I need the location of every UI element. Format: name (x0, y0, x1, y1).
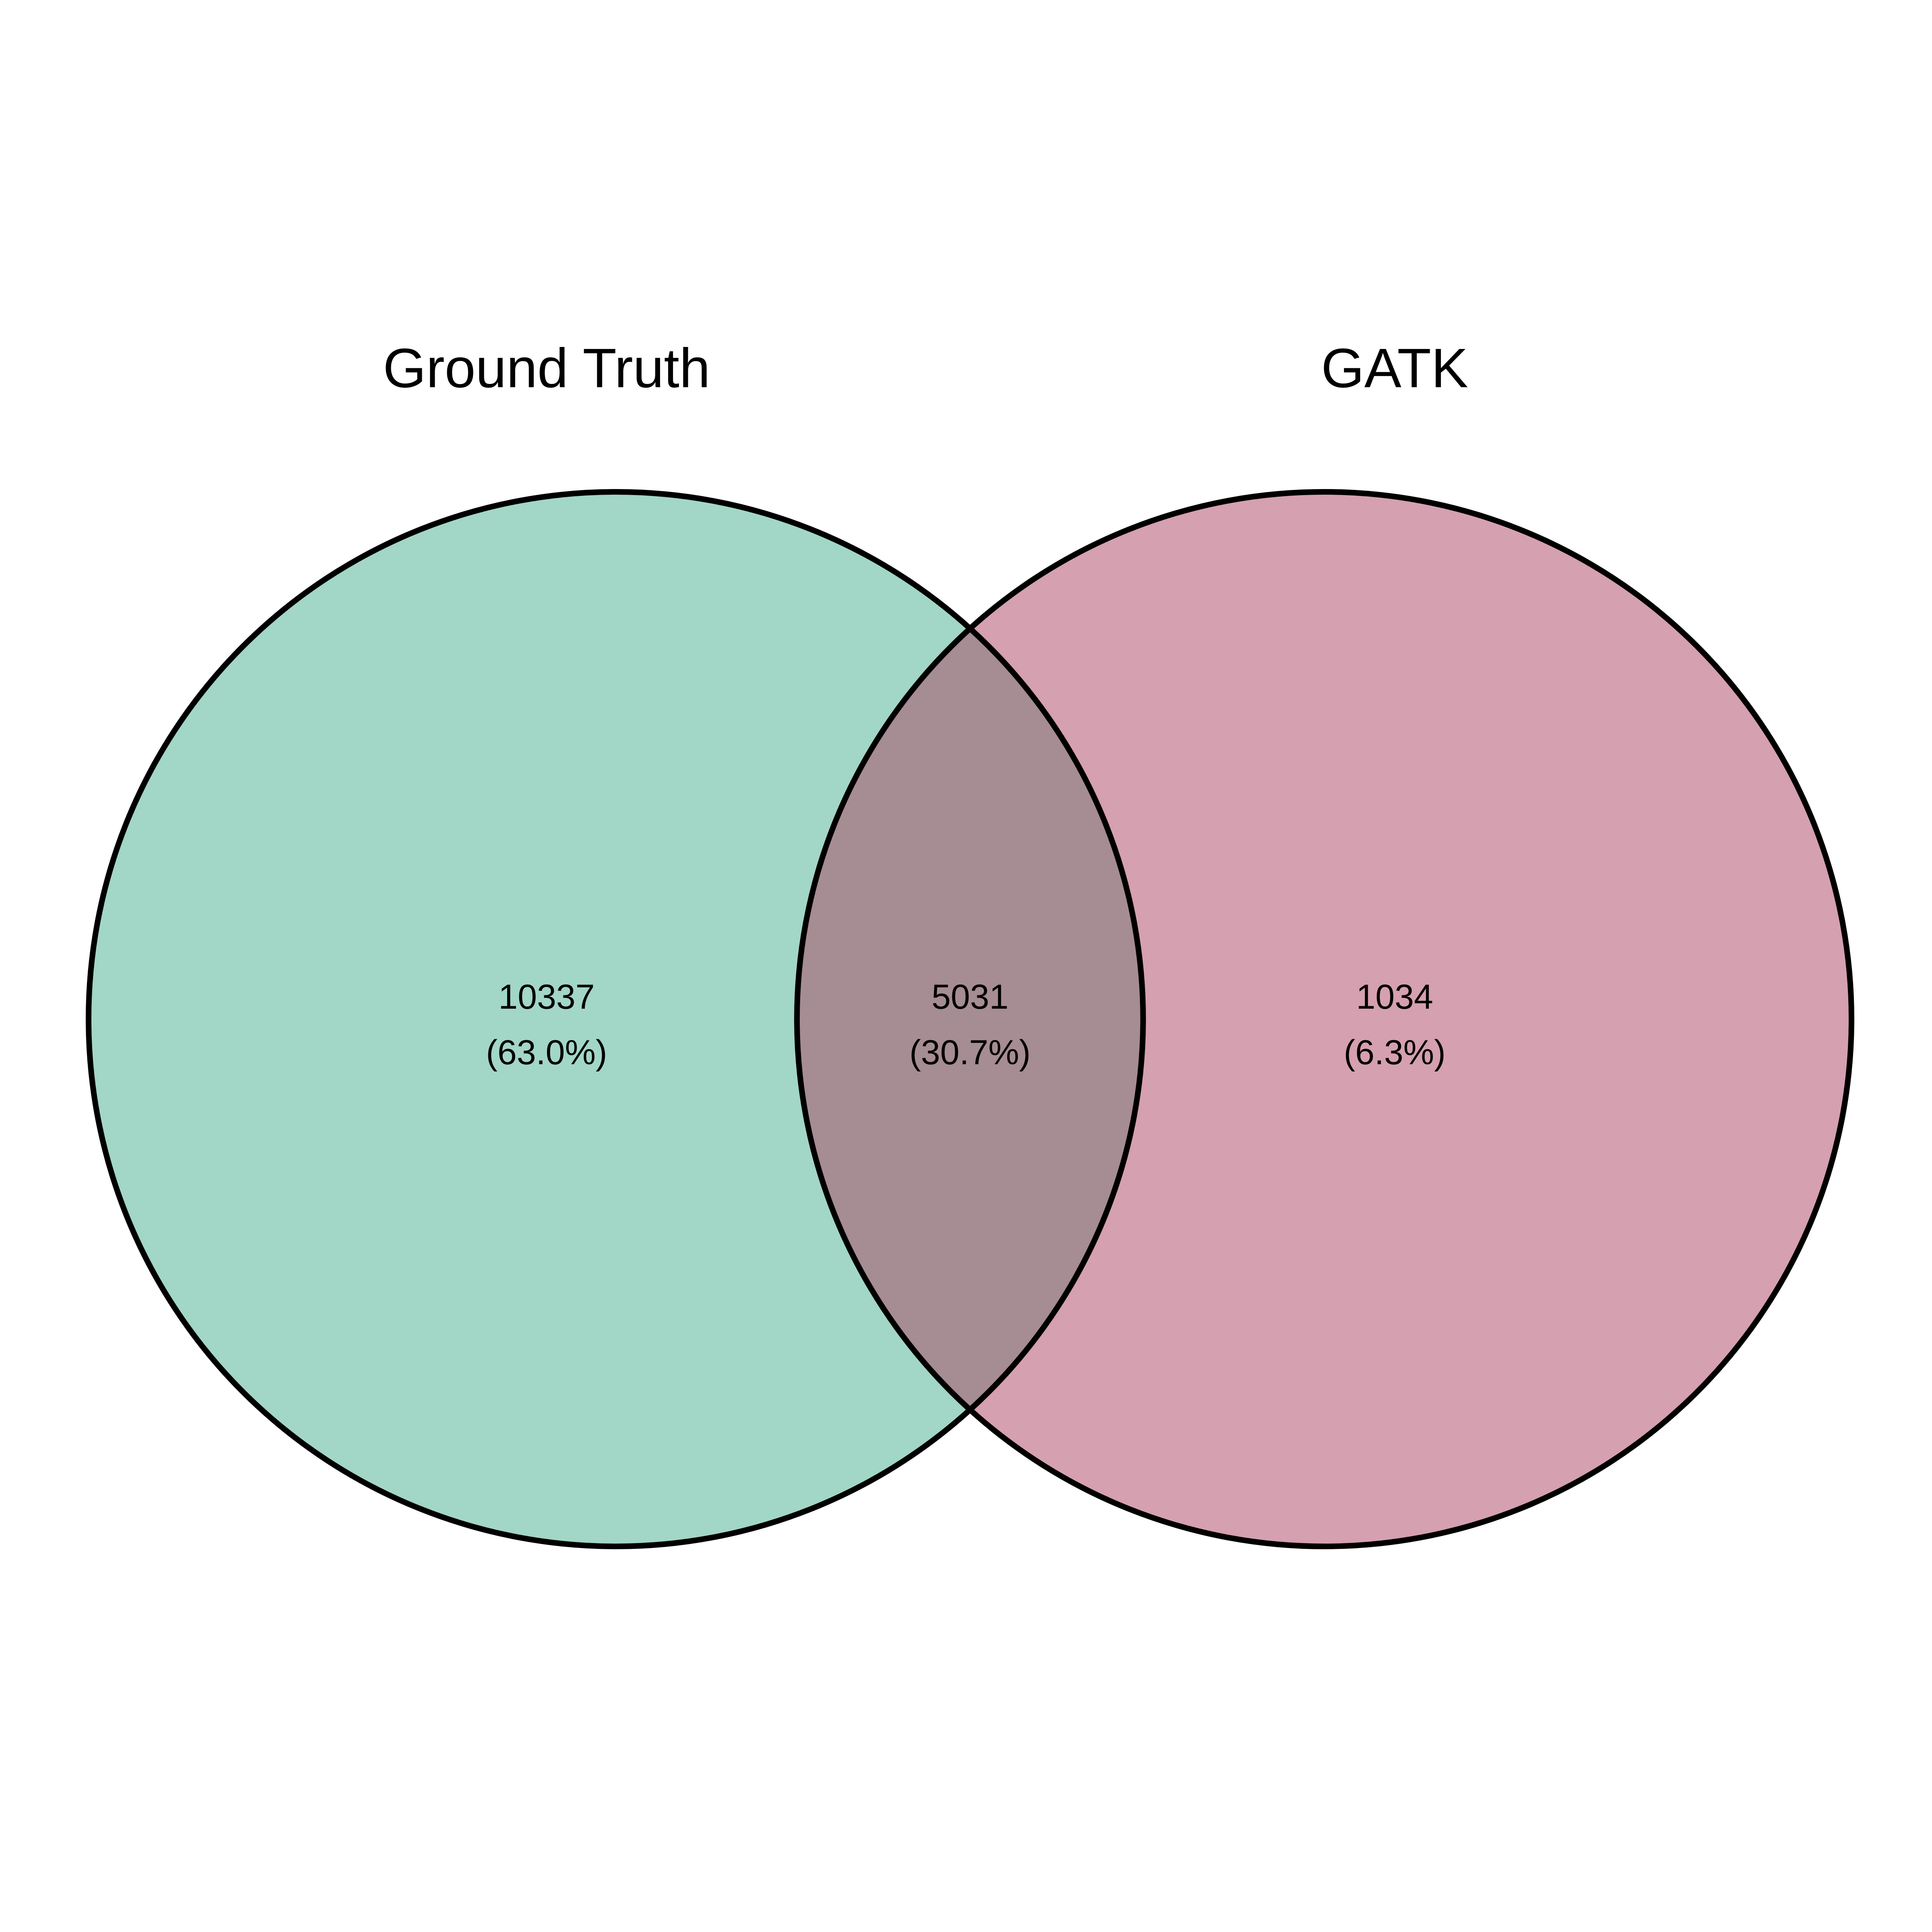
gatk-outline (794, 489, 1854, 1549)
intersection-region (797, 492, 1143, 1546)
ground-truth-outline (86, 489, 1146, 1549)
set-title-gatk: GATK (1321, 337, 1468, 399)
intersection-count: 5031 (931, 978, 1008, 1016)
ground-truth-only-percent: (63.0%) (486, 1033, 607, 1072)
gatk-only-count: 1034 (1356, 978, 1433, 1016)
set-title-ground-truth: Ground Truth (383, 337, 710, 399)
ground-truth-only-count: 10337 (498, 978, 594, 1016)
gatk-only-percent: (6.3%) (1344, 1033, 1445, 1072)
intersection-percent: (30.7%) (909, 1033, 1030, 1072)
